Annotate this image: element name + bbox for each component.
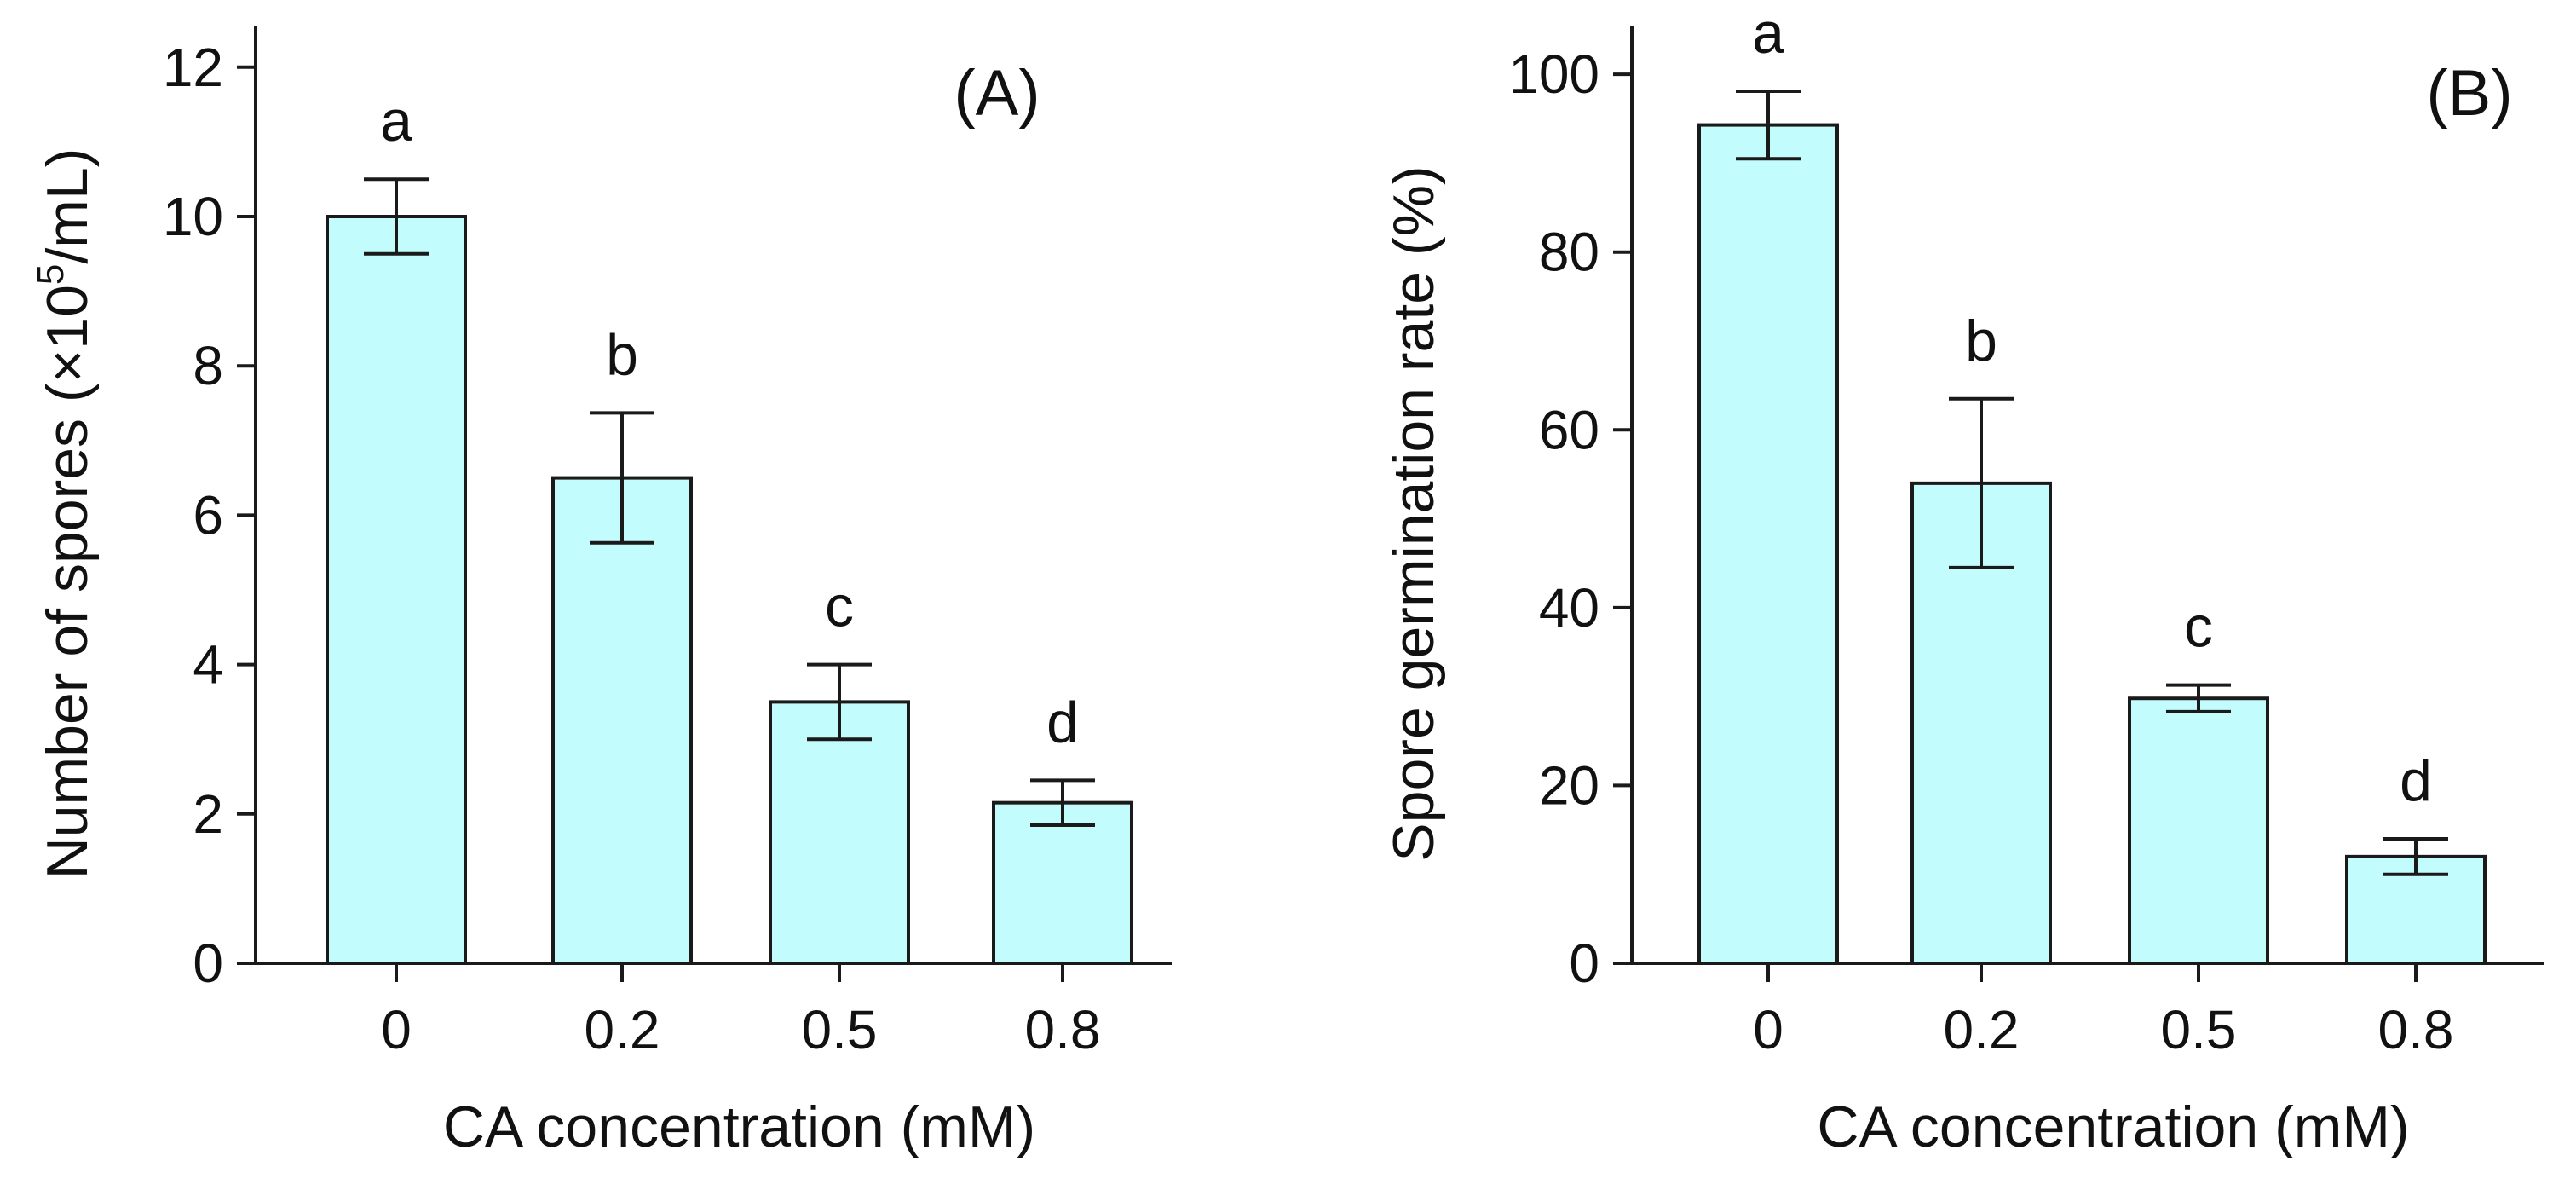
bar-0	[1697, 123, 1839, 966]
y-tick-label-5: 100	[1508, 43, 1599, 105]
error-bar-2	[807, 662, 872, 742]
bar-2	[2128, 696, 2269, 965]
chart-panel-b: a b c d 0 20 40 60 80 100 0 0.2 0.5 0.8 CA concentrati…	[1381, 1, 2544, 1159]
x-tick-label-1: 0.2	[1944, 999, 2020, 1060]
x-tick-label-0: 0	[381, 999, 412, 1060]
y-axis-title-superscript: 5	[30, 264, 72, 285]
error-bar-2	[2166, 683, 2231, 713]
significance-letter-0: a	[1752, 1, 1784, 66]
significance-letter-2: c	[825, 575, 854, 639]
y-tick-label-1: 20	[1539, 754, 1599, 816]
y-tick-label-3: 6	[193, 484, 223, 546]
y-tick-label-1: 2	[193, 783, 223, 845]
significance-letter-3: d	[2400, 748, 2432, 813]
significance-letter-0: a	[380, 89, 412, 153]
error-bar-0	[1736, 89, 1801, 161]
x-axis-title: CA concentration (mM)	[1817, 1095, 2409, 1159]
y-axis-title-main: Spore germination rate (%)	[1381, 165, 1446, 861]
error-bar-3	[2383, 837, 2448, 876]
significance-letter-1: b	[1965, 309, 1997, 373]
error-bar-1	[590, 411, 654, 545]
bar-0	[326, 215, 467, 965]
y-axis-title: Number of spores (×105/mL)	[30, 148, 100, 880]
y-axis-title-tail: /mL)	[35, 148, 100, 264]
y-tick-label-4: 8	[193, 335, 223, 396]
y-tick-label-5: 10	[163, 186, 223, 247]
y-tick-label-2: 4	[193, 634, 223, 696]
error-bar-0	[364, 177, 429, 256]
y-axis-title-main: Number of spores (×10	[35, 285, 100, 879]
panel-label: (A)	[954, 57, 1040, 130]
y-tick-label-3: 60	[1539, 399, 1599, 460]
error-bar-3	[1030, 778, 1095, 827]
bar-3	[992, 800, 1133, 965]
y-tick-label-0: 0	[1569, 933, 1599, 994]
error-bar-1	[1949, 396, 2014, 569]
x-tick-label-3: 0.8	[2378, 999, 2454, 1060]
bar-1	[551, 476, 693, 965]
y-tick-label-0: 0	[193, 933, 223, 994]
y-tick-label-2: 40	[1539, 577, 1599, 638]
x-tick-label-2: 0.5	[2161, 999, 2237, 1060]
significance-letter-2: c	[2184, 595, 2213, 660]
y-axis-title: Spore germination rate (%)	[1381, 165, 1446, 861]
y-tick-label-6: 12	[163, 37, 223, 98]
x-tick-label-1: 0.2	[585, 999, 660, 1060]
x-tick-label-3: 0.8	[1025, 999, 1101, 1060]
x-tick-label-0: 0	[1753, 999, 1784, 1060]
significance-letter-3: d	[1046, 690, 1079, 754]
significance-letter-1: b	[606, 322, 638, 387]
x-tick-label-2: 0.5	[802, 999, 878, 1060]
panel-label: (B)	[2426, 57, 2512, 130]
y-tick-label-4: 80	[1539, 222, 1599, 283]
bar-2	[769, 700, 910, 966]
chart-panel-a: a b c d 0 2 4 6 8 10 12 0 0.2 0.5 0.8 CA concentration …	[30, 26, 1172, 1159]
x-axis-title: CA concentration (mM)	[443, 1095, 1035, 1159]
